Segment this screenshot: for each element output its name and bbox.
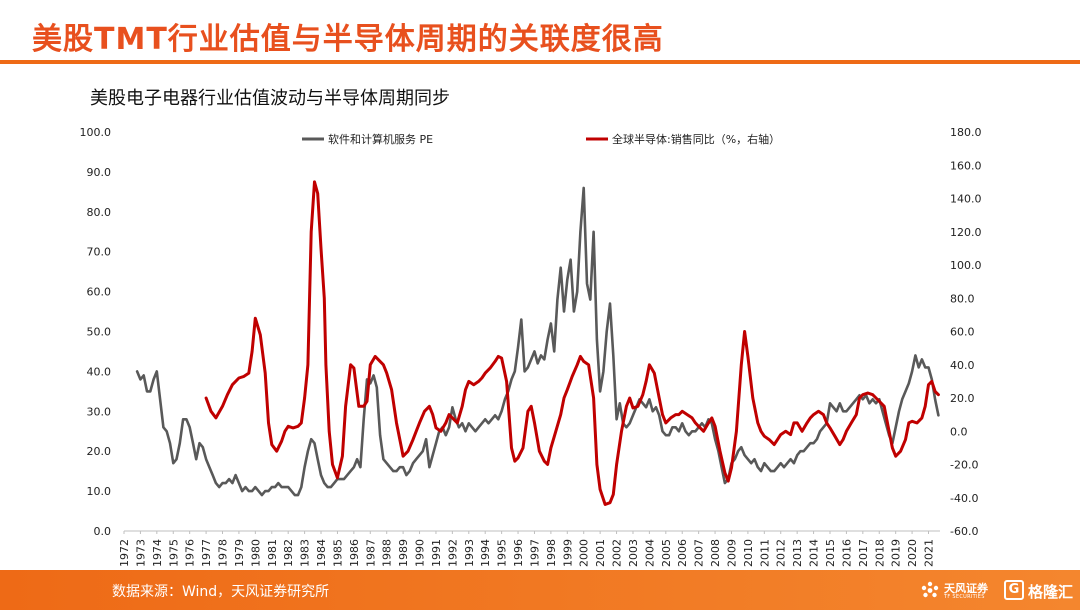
right-y-tick-label: 100.0 — [950, 259, 982, 272]
tf-flower-icon — [921, 581, 939, 598]
x-tick-label: 1978 — [217, 539, 230, 567]
right-y-tick-label: 80.0 — [950, 292, 975, 305]
left-y-tick-label: 80.0 — [87, 206, 112, 219]
x-tick-label: 2003 — [627, 539, 640, 567]
tf-logo-sub: TF SECURITIES — [944, 594, 985, 600]
right-y-tick-label: 0.0 — [950, 425, 968, 438]
x-tick-label: 1993 — [463, 539, 476, 567]
x-tick-label: 1989 — [397, 539, 410, 567]
x-tick-label: 1981 — [266, 539, 279, 567]
left-y-tick-label: 50.0 — [87, 326, 112, 339]
x-tick-label: 1992 — [446, 539, 459, 567]
x-tick-label: 2010 — [742, 539, 755, 567]
right-y-tick-label: 40.0 — [950, 359, 975, 372]
left-y-tick-label: 0.0 — [94, 525, 112, 538]
series-line-software-pe — [135, 186, 940, 497]
legend-label: 软件和计算机服务 PE — [328, 132, 433, 146]
left-y-tick-label: 10.0 — [87, 485, 112, 498]
right-y-tick-label: 140.0 — [950, 193, 982, 206]
x-tick-label: 1991 — [430, 539, 443, 567]
x-tick-label: 1980 — [249, 539, 262, 567]
x-tick-label: 1988 — [381, 539, 394, 567]
source-note: 数据来源：Wind，天风证券研究所 — [112, 584, 330, 600]
x-tick-label: 1986 — [348, 539, 361, 567]
tf-logo-name: 天风证券 — [944, 582, 988, 595]
x-tick-label: 2017 — [857, 539, 870, 567]
title-divider — [0, 60, 1080, 64]
x-tick-label: 1972 — [118, 539, 131, 567]
x-tick-label: 1977 — [200, 539, 213, 567]
left-y-tick-label: 60.0 — [87, 286, 112, 299]
x-tick-label: 2004 — [643, 539, 656, 567]
x-tick-label: 2001 — [594, 539, 607, 567]
x-tick-label: 2011 — [758, 539, 771, 567]
right-y-tick-label: -40.0 — [950, 492, 978, 505]
x-tick-label: 2014 — [808, 539, 821, 567]
x-tick-label: 1974 — [151, 539, 164, 567]
x-tick-label: 2018 — [873, 539, 886, 567]
gelonghui-g-icon: G — [1004, 580, 1024, 600]
x-tick-label: 1987 — [364, 539, 377, 567]
page-title: 美股TMT行业估值与半导体周期的关联度很高 — [32, 22, 664, 57]
x-tick-label: 2002 — [611, 539, 624, 567]
left-y-tick-label: 30.0 — [87, 405, 112, 418]
x-tick-label: 2000 — [578, 539, 591, 567]
x-tick-label: 2006 — [676, 539, 689, 567]
chart-svg: 1972 1973 1974 1975 1976 1977 1978 1979 1980 1981… — [80, 126, 982, 567]
x-tick-label: 1982 — [282, 539, 295, 567]
right-y-tick-label: -20.0 — [950, 459, 978, 472]
tf-securities-logo: 天风证券 TF SECURITIES — [918, 578, 1000, 604]
x-tick-label: 2009 — [725, 539, 738, 567]
right-y-tick-label: 180.0 — [950, 126, 982, 139]
left-y-tick-label: 100.0 — [80, 126, 112, 139]
left-y-tick-label: 20.0 — [87, 445, 112, 458]
x-tick-label: 1973 — [134, 539, 147, 567]
x-tick-label: 1983 — [299, 539, 312, 567]
right-y-tick-label: 120.0 — [950, 226, 982, 239]
left-y-tick-label: 40.0 — [87, 365, 112, 378]
x-tick-label: 2016 — [840, 539, 853, 567]
x-tick-label: 1984 — [315, 539, 328, 567]
x-tick-label: 1995 — [496, 539, 509, 567]
x-tick-label: 2008 — [709, 539, 722, 567]
x-tick-label: 1975 — [167, 539, 180, 567]
right-y-tick-label: -60.0 — [950, 525, 978, 538]
left-y-tick-label: 90.0 — [87, 166, 112, 179]
x-tick-label: 1997 — [528, 539, 541, 567]
gelonghui-logo: G 格隆汇 — [1004, 577, 1076, 605]
x-tick-label: 1979 — [233, 539, 246, 567]
left-y-tick-label: 70.0 — [87, 246, 112, 259]
x-tick-label: 2019 — [890, 539, 903, 567]
x-tick-label: 1996 — [512, 539, 525, 567]
x-tick-label: 1998 — [545, 539, 558, 567]
x-tick-label: 2007 — [693, 539, 706, 567]
footer-bar: 数据来源：Wind，天风证券研究所 天风证券 TF SECURITIES G 格… — [0, 570, 1080, 610]
x-tick-label: 2020 — [906, 539, 919, 567]
chart-title: 美股电子电器行业估值波动与半导体周期同步 — [90, 88, 450, 109]
x-tick-label: 1994 — [479, 539, 492, 567]
x-tick-label: 1976 — [184, 539, 197, 567]
x-tick-label: 2013 — [791, 539, 804, 567]
right-y-tick-label: 60.0 — [950, 326, 975, 339]
series-line-semiconductor-yoy — [204, 180, 940, 506]
right-y-tick-label: 160.0 — [950, 159, 982, 172]
x-tick-label: 2015 — [824, 539, 837, 567]
x-tick-label: 2012 — [775, 539, 788, 567]
right-y-tick-label: 20.0 — [950, 392, 975, 405]
x-tick-label: 2021 — [923, 539, 936, 567]
x-tick-label: 1985 — [331, 539, 344, 567]
x-tick-label: 2005 — [660, 539, 673, 567]
x-tick-label: 1990 — [414, 539, 427, 567]
x-tick-label: 1999 — [561, 539, 574, 567]
gelonghui-name: 格隆汇 — [1028, 583, 1074, 601]
legend-label: 全球半导体:销售同比（%，右轴） — [612, 132, 780, 146]
